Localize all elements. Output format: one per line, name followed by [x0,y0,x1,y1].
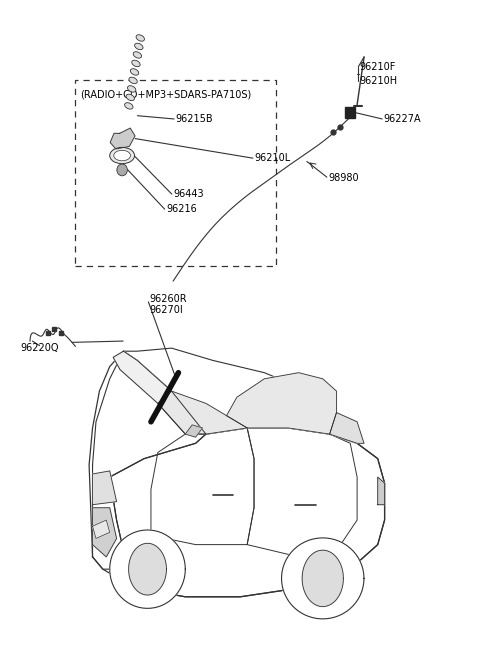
Text: 98980: 98980 [328,173,359,183]
Polygon shape [330,413,364,443]
Polygon shape [378,477,384,504]
Polygon shape [158,391,247,434]
Polygon shape [345,107,355,117]
Polygon shape [93,471,117,504]
Polygon shape [123,348,336,434]
Text: 96270I: 96270I [149,305,183,316]
Text: 96210L: 96210L [254,153,290,163]
Ellipse shape [125,103,133,109]
Text: 96227A: 96227A [383,114,421,124]
Ellipse shape [133,52,142,58]
Polygon shape [110,530,185,608]
Text: 96220Q: 96220Q [21,342,59,352]
Ellipse shape [128,86,136,92]
Polygon shape [113,351,206,434]
Ellipse shape [131,69,139,75]
Ellipse shape [126,94,134,100]
Text: 96216: 96216 [166,204,197,214]
Polygon shape [93,477,123,569]
Polygon shape [93,508,117,557]
Polygon shape [110,128,135,149]
Text: 96215B: 96215B [176,114,213,124]
Text: (RADIO+CD+MP3+SDARS-PA710S): (RADIO+CD+MP3+SDARS-PA710S) [80,90,252,100]
Ellipse shape [132,60,140,67]
Text: 96443: 96443 [173,189,204,199]
Ellipse shape [129,77,137,84]
Text: 96210F: 96210F [360,62,396,72]
Ellipse shape [114,150,131,161]
Bar [75,80,276,266]
Polygon shape [110,428,384,597]
Polygon shape [302,550,343,607]
Polygon shape [227,373,336,434]
Text: 96210H: 96210H [360,76,397,86]
Polygon shape [93,520,110,539]
Polygon shape [129,543,167,595]
Polygon shape [93,351,206,489]
Text: 96260R: 96260R [149,294,187,304]
Ellipse shape [136,35,144,41]
Ellipse shape [117,164,127,176]
Ellipse shape [110,148,134,164]
Polygon shape [185,425,203,437]
Ellipse shape [135,43,143,50]
Polygon shape [282,538,364,619]
